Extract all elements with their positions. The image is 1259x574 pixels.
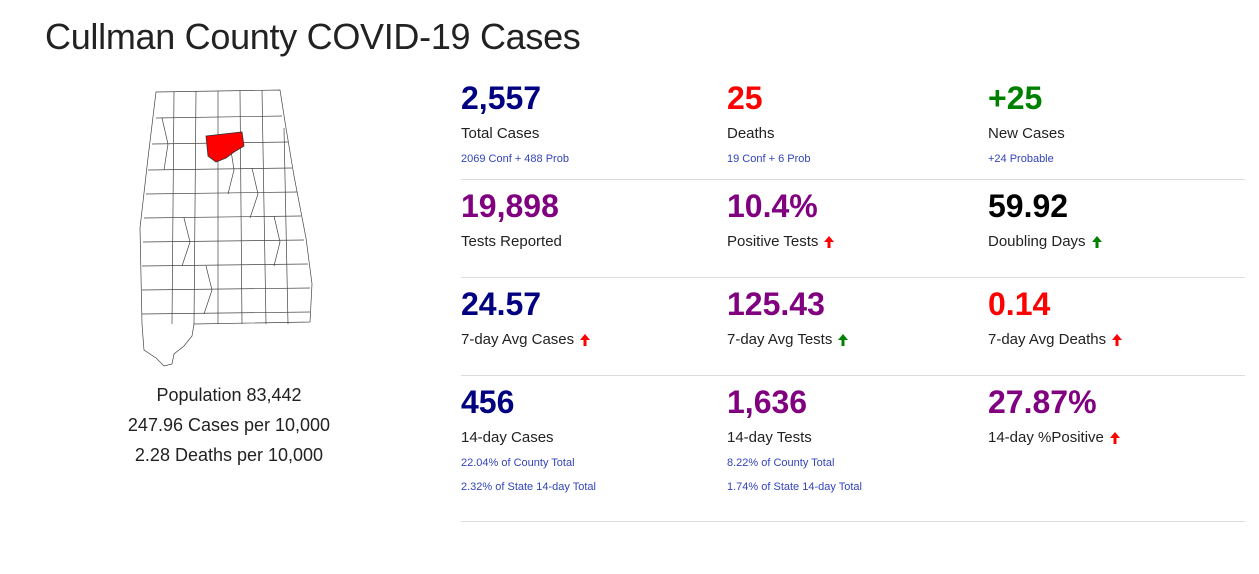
doubling-days-label: Doubling Days [988,232,1104,252]
doubling-days-value: 59.92 [988,188,1069,224]
cases-14-county-share: 22.04% of County Total [461,457,575,469]
arrow-up-red-icon [1108,431,1122,445]
tests-reported-value: 19,898 [461,188,559,224]
deaths-per-10k-text: 2.28 Deaths per 10,000 [134,445,324,465]
stat-7day-avg-cases: 24.57 7-day Avg Cases [461,278,592,350]
page-title: Cullman County COVID-19 Cases [45,16,581,57]
cases-per-10k-text: 247.96 Cases per 10,000 [127,415,331,435]
cullman-county-highlight [205,131,245,163]
state-outline [139,89,313,367]
stat-14day-cases: 456 14-day Cases 22.04% of County Total … [461,376,596,494]
tests-14-county-share: 8.22% of County Total [727,457,835,469]
positive-tests-value: 10.4% [727,188,818,224]
positive-tests-label: Positive Tests [727,232,836,252]
arrow-up-green-icon [836,333,850,347]
arrow-up-green-icon [1090,235,1104,249]
avg7-cases-value: 24.57 [461,286,542,322]
stat-14day-positive: 27.87% 14-day %Positive [988,376,1122,448]
positive-14-label: 14-day %Positive [988,428,1122,448]
stats-row: 2,557 Total Cases 2069 Conf + 488 Prob 2… [461,72,1245,180]
stat-7day-avg-deaths: 0.14 7-day Avg Deaths [988,278,1124,350]
cases-14-state-share: 2.32% of State 14-day Total [461,481,596,493]
tests-14-state-share: 1.74% of State 14-day Total [727,481,862,493]
stat-deaths: 25 Deaths 19 Conf + 6 Prob [727,72,810,166]
deaths-label: Deaths [727,125,775,142]
new-cases-sub: +24 Probable [988,153,1054,165]
positive-14-value: 27.87% [988,384,1097,420]
arrow-up-red-icon [1110,333,1124,347]
county-info: Population 83,442 247.96 Cases per 10,00… [98,380,360,470]
stat-total-cases: 2,557 Total Cases 2069 Conf + 488 Prob [461,72,569,166]
total-cases-label: Total Cases [461,125,540,142]
arrow-up-red-icon [578,333,592,347]
tests-14-label: 14-day Tests [727,429,812,446]
tests-14-value: 1,636 [727,384,808,420]
stats-row: 19,898 Tests Reported 10.4% Positive Tes… [461,180,1245,278]
stats-row: 24.57 7-day Avg Cases 125.43 7-day Avg T… [461,278,1245,376]
deaths-sub: 19 Conf + 6 Prob [727,153,811,165]
avg7-deaths-label: 7-day Avg Deaths [988,330,1124,350]
population-text: Population 83,442 [156,385,302,405]
tests-reported-label: Tests Reported [461,233,562,250]
cases-14-label: 14-day Cases [461,429,554,446]
total-cases-sub: 2069 Conf + 488 Prob [461,153,569,165]
stat-new-cases: +25 New Cases +24 Probable [988,72,1065,166]
arrow-up-red-icon [822,235,836,249]
avg7-tests-value: 125.43 [727,286,825,322]
stat-doubling-days: 59.92 Doubling Days [988,180,1104,252]
deaths-value: 25 [727,80,763,116]
stat-14day-tests: 1,636 14-day Tests 8.22% of County Total… [727,376,862,494]
total-cases-value: 2,557 [461,80,542,116]
avg7-deaths-value: 0.14 [988,286,1051,322]
stat-tests-reported: 19,898 Tests Reported [461,180,562,252]
alabama-county-map [134,88,324,370]
cases-14-value: 456 [461,384,515,420]
stats-row: 456 14-day Cases 22.04% of County Total … [461,376,1245,522]
new-cases-value: +25 [988,80,1043,116]
stat-positive-tests: 10.4% Positive Tests [727,180,836,252]
avg7-tests-label: 7-day Avg Tests [727,330,850,350]
stat-7day-avg-tests: 125.43 7-day Avg Tests [727,278,850,350]
new-cases-label: New Cases [988,125,1065,142]
stats-panel: 2,557 Total Cases 2069 Conf + 488 Prob 2… [461,72,1245,522]
avg7-cases-label: 7-day Avg Cases [461,330,592,350]
